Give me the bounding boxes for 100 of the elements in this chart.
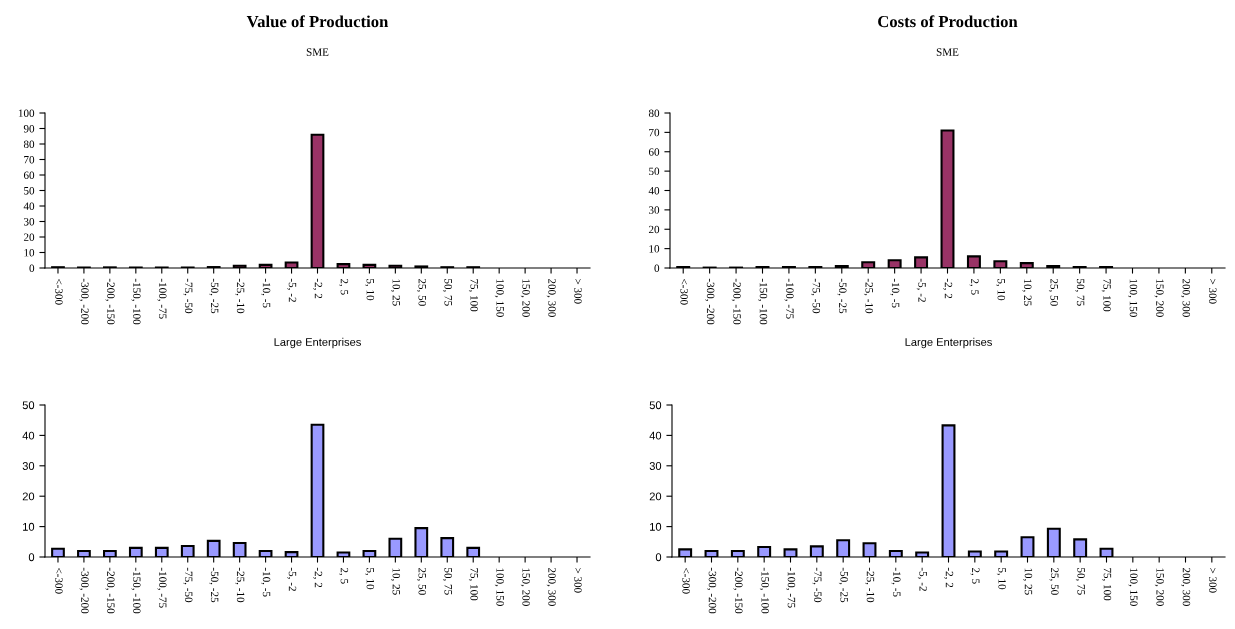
x-tick-label: 75, 100 <box>1101 279 1111 312</box>
y-tick-label: 0 <box>29 264 35 272</box>
x-tick-label: -50, -25 <box>838 567 848 603</box>
y-tick-label: 30 <box>22 462 35 470</box>
x-tick-label: > 300 <box>1209 278 1217 304</box>
x-tick-label: -10, -5 <box>261 567 271 597</box>
x-tick-label: 200, 300 <box>546 278 556 317</box>
x-tick-label: -2, 2 <box>944 567 954 588</box>
x-tick-label: -25, -10 <box>235 278 245 314</box>
x-tick-label: 100, 150 <box>494 279 504 317</box>
x-tick-label: -5, -2 <box>287 278 297 302</box>
x-tick-label: -200, -150 <box>105 278 115 325</box>
y-tick-label: 50 <box>649 167 660 176</box>
x-tick-label: -25, -10 <box>865 567 875 603</box>
x-tick-label: -5, -2 <box>287 567 297 591</box>
y-tick-label: 60 <box>648 148 660 156</box>
x-tick-label: 150, 200 <box>1154 568 1164 606</box>
y-tick-label: 0 <box>28 553 35 562</box>
y-tick-label: 70 <box>649 128 660 137</box>
x-tick-label: 75, 100 <box>468 568 478 601</box>
y-tick-label: 10 <box>24 248 35 257</box>
y-tick-label: 70 <box>24 155 35 164</box>
x-tick-label: 25, 50 <box>416 278 427 306</box>
x-tick-label: 2, 5 <box>339 278 349 295</box>
x-tick-label: 50, 75 <box>442 279 452 306</box>
x-tick-label: 2, 5 <box>969 278 979 295</box>
chart-title: Value of Production <box>246 15 389 28</box>
x-tick-label: -2, 2 <box>943 278 953 299</box>
x-tick-label: -150, -100 <box>131 567 141 614</box>
x-tick-label: 150, 200 <box>520 568 530 606</box>
y-tick-label: 60 <box>23 171 35 179</box>
x-tick-label: -100, -75 <box>157 278 167 319</box>
x-tick-label: -150, -100 <box>131 278 141 325</box>
y-tick-label: 10 <box>650 522 662 531</box>
y-tick-label: 50 <box>649 401 662 410</box>
x-tick-label: 100, 150 <box>1128 568 1138 606</box>
x-tick-label: -5, -2 <box>916 278 926 302</box>
y-tick-label: 40 <box>649 431 662 440</box>
y-tick-label: 0 <box>655 553 662 562</box>
x-tick-label: -150, -100 <box>758 278 768 325</box>
x-tick-label: -50, -25 <box>209 278 219 314</box>
x-tick-label: 10, 25 <box>390 279 401 306</box>
x-tick-label: -25, -10 <box>235 567 245 603</box>
y-tick-label: 20 <box>649 492 662 501</box>
x-tick-label: -200, -150 <box>731 278 741 325</box>
x-tick-label: -300, -200 <box>79 567 89 614</box>
chart-subtitle: Large Enterprises <box>905 337 992 349</box>
x-tick-label: > 300 <box>1209 567 1217 593</box>
x-tick-label: -25, -10 <box>863 278 873 314</box>
x-tick-label: 50, 75 <box>1075 568 1085 595</box>
x-tick-label: -100, -75 <box>784 278 794 319</box>
x-tick-label: -10, -5 <box>891 567 901 597</box>
y-tick-label: 50 <box>24 186 35 195</box>
y-tick-label: 10 <box>649 245 660 253</box>
x-tick-label: 75, 100 <box>1102 568 1112 601</box>
x-tick-label: 5, 10 <box>995 279 1006 301</box>
chart-title: Costs of Production <box>878 15 1018 28</box>
x-tick-label: 150, 200 <box>1154 279 1164 317</box>
y-tick-label: 40 <box>23 202 35 210</box>
y-tick-label: 80 <box>648 109 660 117</box>
x-tick-label: -100, -75 <box>786 567 796 608</box>
x-tick-label: -75, -50 <box>183 278 193 314</box>
x-tick-label: -75, -50 <box>183 567 193 603</box>
x-tick-label: -100, -75 <box>157 567 167 608</box>
x-tick-label: <-300 <box>680 278 688 305</box>
y-tick-label: 80 <box>23 140 35 148</box>
x-tick-label: > 300 <box>574 567 582 593</box>
x-tick-label: -300, -200 <box>705 278 715 325</box>
x-tick-label: 200, 300 <box>1181 567 1191 606</box>
x-tick-label: -200, -150 <box>733 567 743 614</box>
x-tick-label: 150, 200 <box>520 279 530 317</box>
x-tick-label: -50, -25 <box>837 278 847 314</box>
chart-subtitle: SME <box>306 48 329 56</box>
x-tick-label: 10, 25 <box>1023 568 1033 595</box>
x-tick-label: 10, 25 <box>390 568 401 595</box>
x-tick-label: -2, 2 <box>313 567 323 588</box>
y-tick-label: 30 <box>24 217 35 226</box>
chart-subtitle: SME <box>936 48 959 56</box>
x-tick-label: -150, -100 <box>759 567 769 614</box>
x-tick-label: 5, 10 <box>365 279 375 301</box>
x-tick-label: 100, 150 <box>494 568 504 606</box>
x-tick-label: -10, -5 <box>890 278 900 308</box>
x-tick-label: 25, 50 <box>1049 567 1059 595</box>
x-tick-label: <-300 <box>682 567 690 594</box>
x-tick-label: 5, 10 <box>996 568 1006 590</box>
x-tick-label: -5, -2 <box>917 567 927 591</box>
y-tick-label: 100 <box>18 109 35 117</box>
x-tick-label: -50, -25 <box>209 567 219 603</box>
x-tick-label: 5, 10 <box>365 568 375 590</box>
x-tick-label: > 300 <box>574 278 582 304</box>
y-tick-label: 40 <box>648 186 660 195</box>
x-tick-label: -200, -150 <box>105 567 115 614</box>
x-tick-label: -2, 2 <box>313 278 323 299</box>
x-tick-label: 200, 300 <box>546 567 556 606</box>
x-tick-label: 75, 100 <box>468 279 478 312</box>
y-tick-label: 10 <box>23 522 35 531</box>
x-tick-label: 2, 5 <box>339 567 349 584</box>
x-tick-label: 50, 75 <box>442 568 452 595</box>
x-tick-label: 25, 50 <box>1048 278 1058 306</box>
x-tick-label: 200, 300 <box>1180 278 1191 317</box>
